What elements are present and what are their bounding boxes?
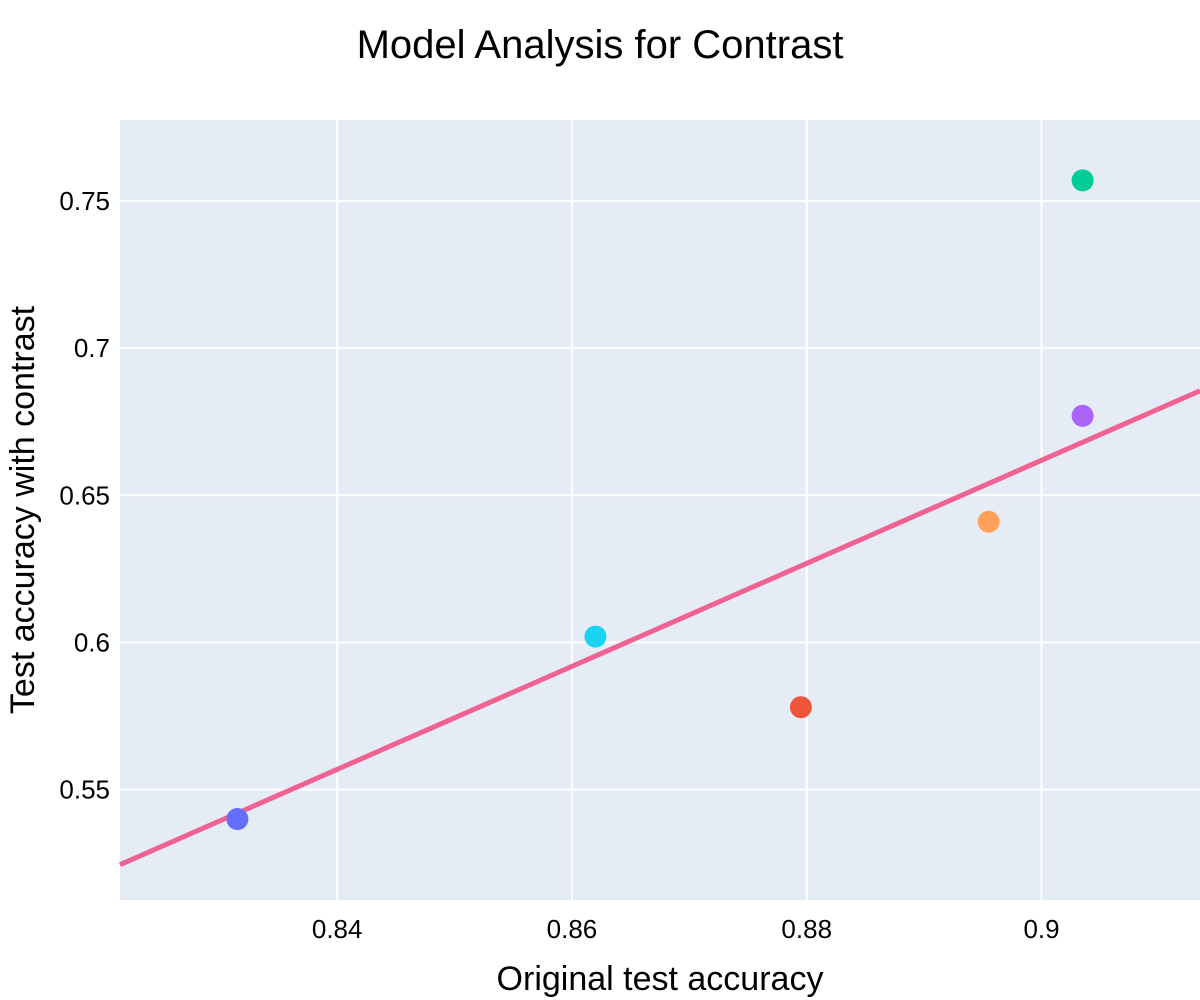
scatter-point <box>226 808 249 831</box>
scatter-point <box>1071 169 1094 192</box>
x-tick-label: 0.86 <box>547 914 598 944</box>
x-tick-label: 0.84 <box>312 914 363 944</box>
x-tick-label: 0.9 <box>1023 914 1059 944</box>
data-points <box>226 169 1094 831</box>
scatter-point <box>977 510 1000 533</box>
x-tick-label: 0.88 <box>781 914 832 944</box>
scatter-point <box>584 625 607 648</box>
y-axis-label: Test accuracy with contrast <box>4 305 42 714</box>
scatter-point <box>1071 404 1094 427</box>
chart-title: Model Analysis for Contrast <box>357 23 844 67</box>
x-axis-ticks: 0.84 0.86 0.88 0.9 <box>312 914 1060 944</box>
y-tick-label: 0.55 <box>59 775 110 805</box>
trendline-layer <box>118 388 1200 867</box>
y-tick-label: 0.75 <box>59 186 110 216</box>
gridlines <box>120 120 1200 900</box>
x-axis-label: Original test accuracy <box>497 960 824 998</box>
trendline <box>118 388 1200 867</box>
plot-area <box>120 120 1200 900</box>
y-tick-label: 0.65 <box>59 480 110 510</box>
y-axis-ticks: 0.55 0.6 0.65 0.7 0.75 <box>59 186 110 805</box>
y-tick-label: 0.7 <box>74 333 110 363</box>
y-tick-label: 0.6 <box>74 627 110 657</box>
scatter-point <box>789 696 812 719</box>
